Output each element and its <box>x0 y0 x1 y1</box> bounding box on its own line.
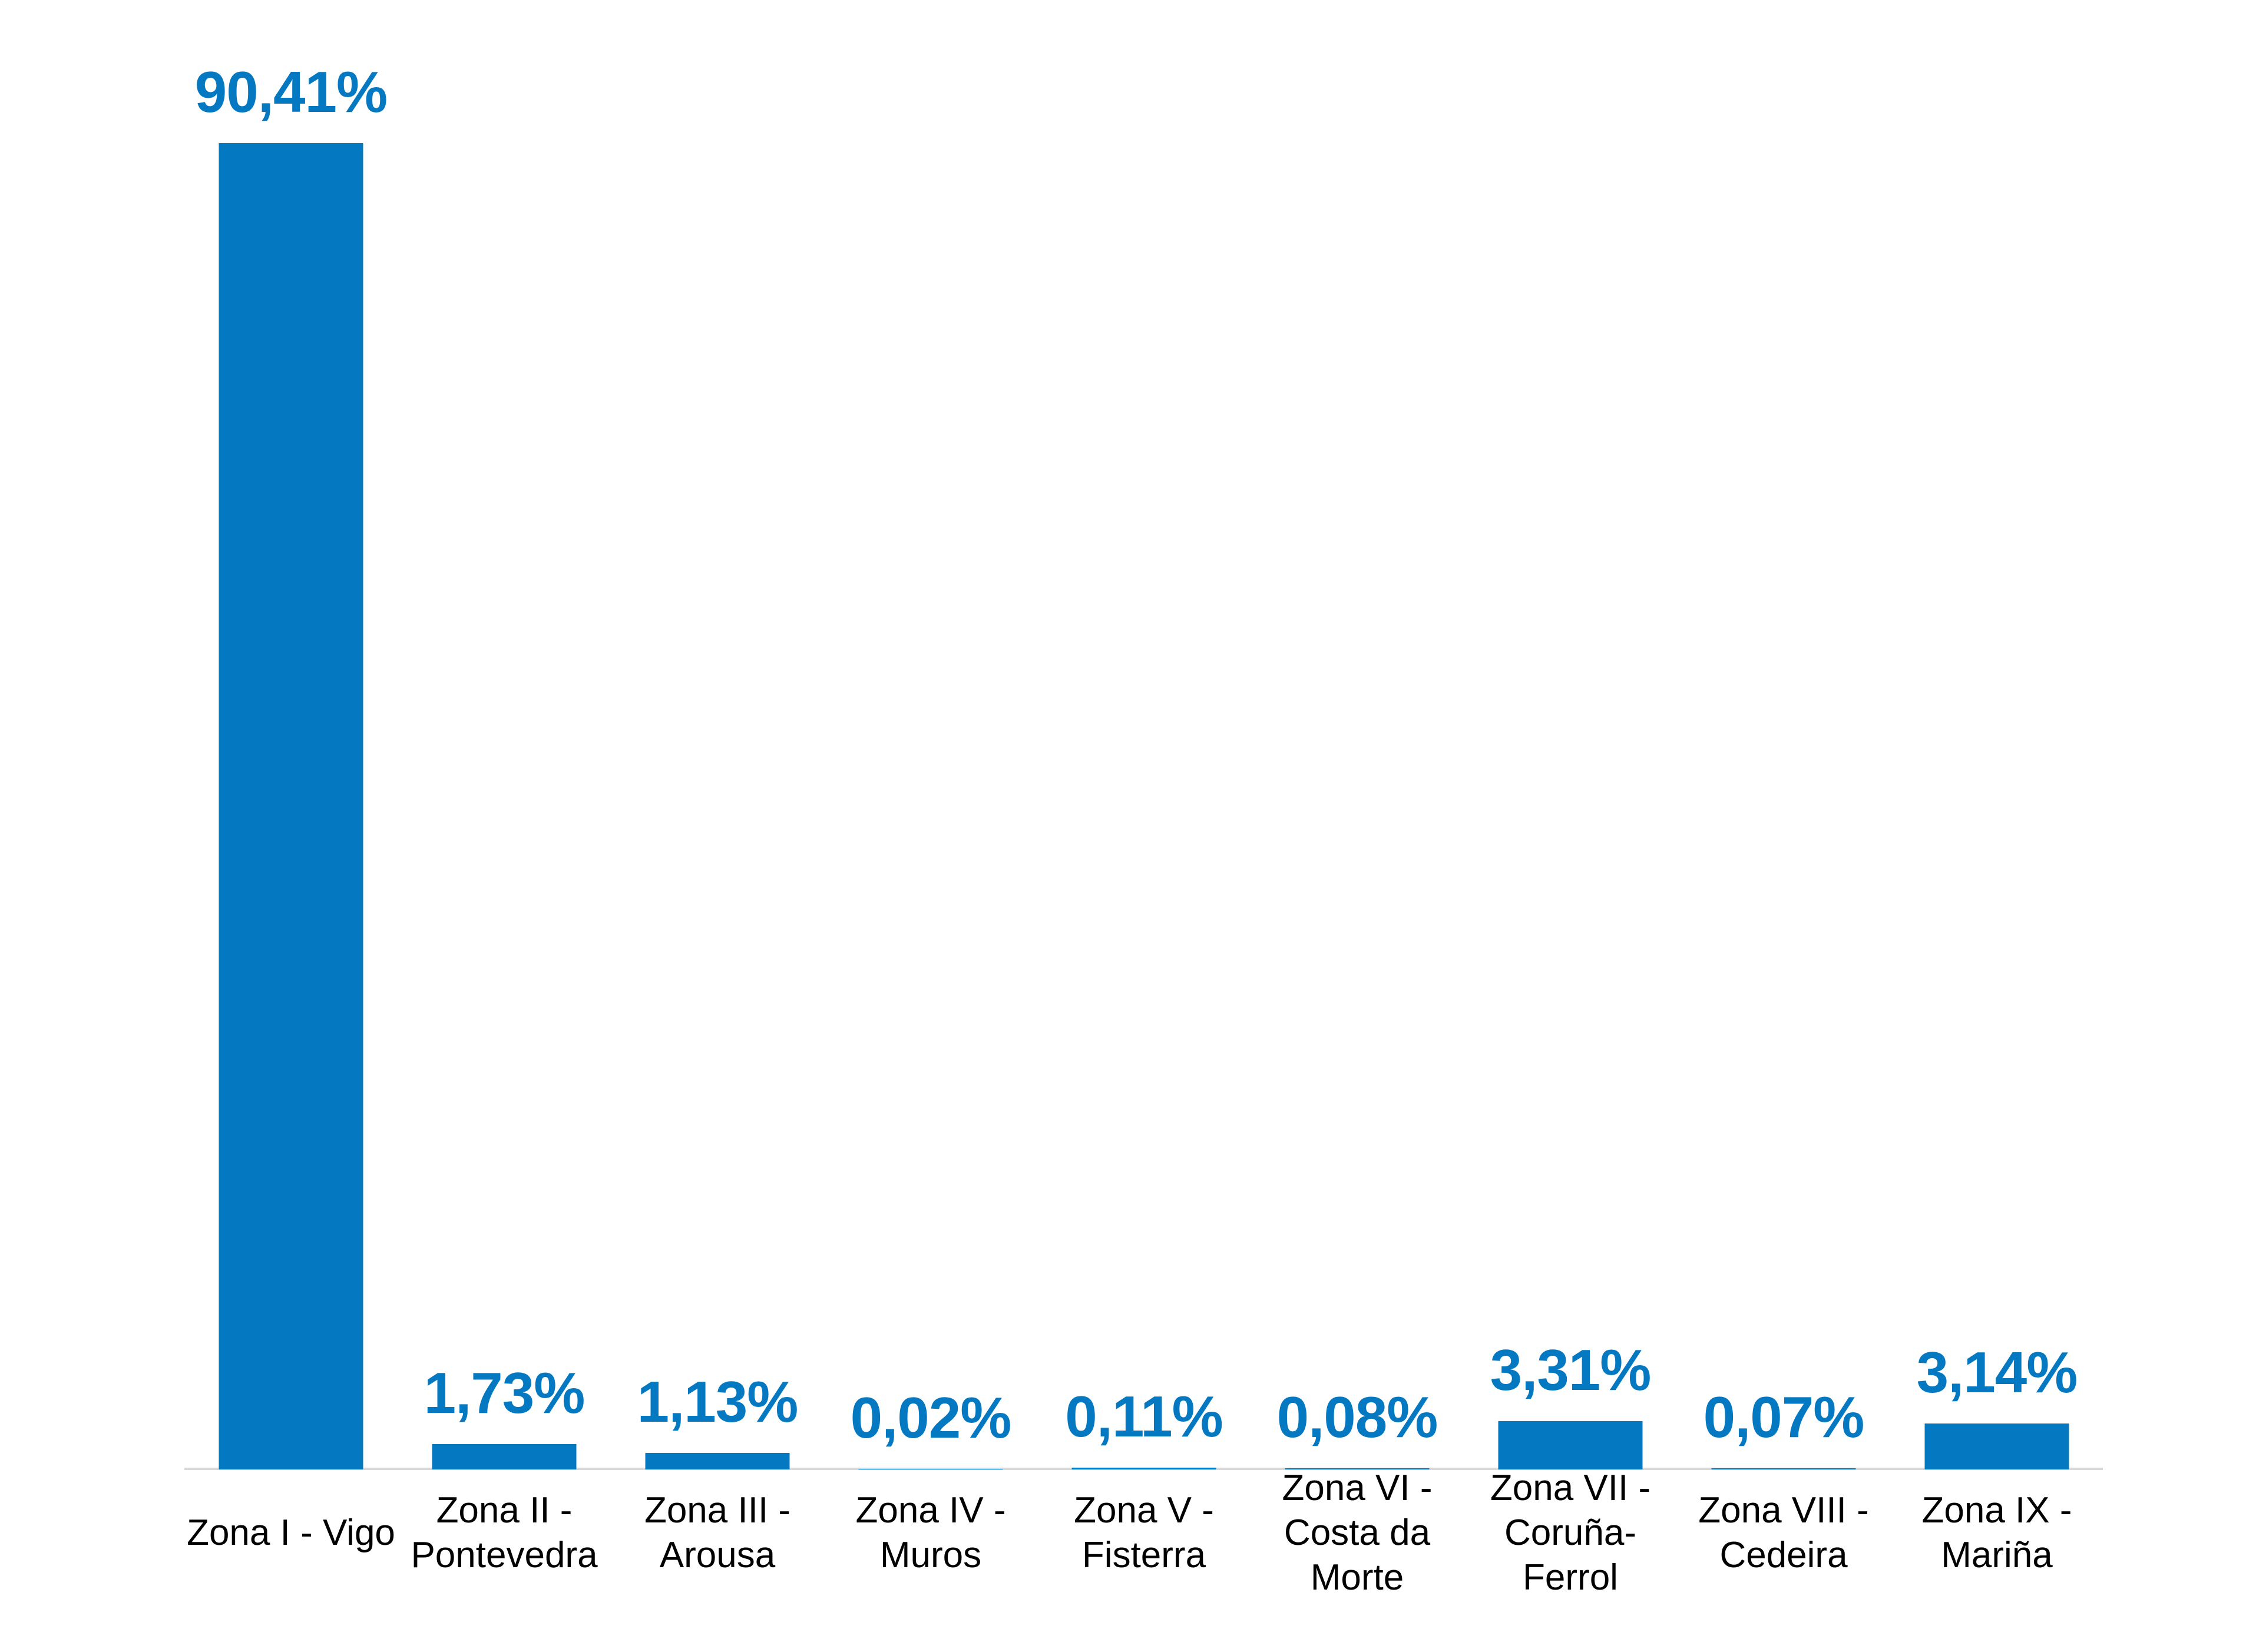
category-line: Pontevedra <box>411 1535 598 1575</box>
category-line: Zona III - <box>644 1490 791 1531</box>
category-line: Zona VIII - <box>1698 1490 1869 1531</box>
bar <box>1071 1468 1216 1469</box>
bar <box>1498 1421 1643 1469</box>
category-line: Ferrol <box>1523 1557 1618 1598</box>
category-label: Zona IX - Mariña <box>1870 1468 2123 1598</box>
bar <box>1285 1468 1430 1469</box>
bar-group-zona-2: 1,73% Zona II - Pontevedra <box>378 0 631 1652</box>
category-line: Costa da <box>1284 1512 1431 1553</box>
bar <box>219 143 363 1469</box>
category-line: Arousa <box>659 1535 776 1575</box>
bar <box>1924 1423 2069 1469</box>
bar-group-zona-9: 3,14% Zona IX - Mariña <box>1870 0 2123 1652</box>
value-label: 3,31% <box>1490 1338 1652 1402</box>
value-label: 0,11% <box>1065 1384 1223 1449</box>
category-label: Zona IV - Muros <box>804 1468 1057 1598</box>
bar-group-zona-1: 90,41% Zona I - Vigo <box>164 0 418 1652</box>
category-line: Zona V - <box>1074 1490 1214 1531</box>
category-line: Morte <box>1310 1557 1404 1598</box>
bar-group-zona-7: 3,31% Zona VII - Coruña- Ferrol <box>1444 0 1697 1652</box>
category-label: Zona VIII - Cedeira <box>1657 1468 1910 1598</box>
category-line: Zona IX - <box>1921 1490 2072 1531</box>
category-line: Cedeira <box>1719 1535 1848 1575</box>
value-label: 3,14% <box>1916 1340 2078 1405</box>
bar-group-zona-5: 0,11% Zona V - Fisterra <box>1017 0 1271 1652</box>
category-label: Zona III - Arousa <box>591 1468 844 1598</box>
category-line: Zona II - <box>436 1490 573 1531</box>
value-label: 1,13% <box>637 1369 799 1434</box>
bar-group-zona-4: 0,02% Zona IV - Muros <box>804 0 1057 1652</box>
bar <box>645 1453 790 1469</box>
category-line: Zona VII - <box>1490 1468 1651 1508</box>
category-line: Zona I - Vigo <box>187 1512 395 1553</box>
value-label: 0,08% <box>1276 1385 1438 1449</box>
value-label: 1,73% <box>424 1360 586 1425</box>
bar <box>432 1444 577 1469</box>
category-line: Zona IV - <box>855 1490 1006 1531</box>
category-label: Zona II - Pontevedra <box>378 1468 631 1598</box>
category-line: Zona VI - <box>1282 1468 1433 1508</box>
bar-group-zona-8: 0,07% Zona VIII - Cedeira <box>1657 0 1910 1652</box>
value-label: 0,02% <box>850 1385 1012 1450</box>
bar-group-zona-3: 1,13% Zona III - Arousa <box>591 0 844 1652</box>
category-label: Zona VII - Coruña- Ferrol <box>1444 1468 1697 1598</box>
category-label: Zona VI - Costa da Morte <box>1230 1468 1484 1598</box>
value-label: 90,41% <box>194 59 388 124</box>
bar-group-zona-6: 0,08% Zona VI - Costa da Morte <box>1230 0 1484 1652</box>
category-line: Coruña- <box>1504 1512 1636 1553</box>
category-label: Zona I - Vigo <box>164 1468 418 1598</box>
category-line: Mariña <box>1941 1535 2053 1575</box>
category-line: Fisterra <box>1081 1535 1206 1575</box>
category-label: Zona V - Fisterra <box>1017 1468 1271 1598</box>
category-line: Muros <box>879 1535 982 1575</box>
value-label: 0,07% <box>1703 1385 1865 1449</box>
bar <box>1711 1468 1856 1469</box>
